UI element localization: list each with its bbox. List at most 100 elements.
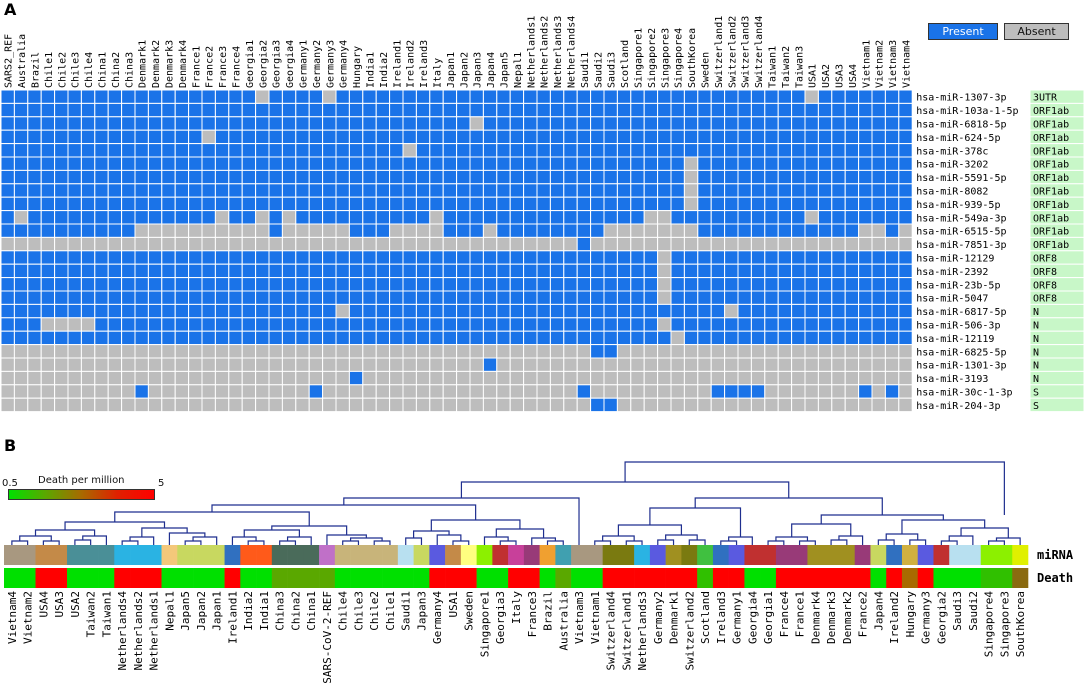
colorbar-title: Death per million — [38, 475, 125, 486]
heatmap-cell — [710, 102, 726, 118]
heatmap-cell — [214, 263, 230, 279]
dendrogram-branch — [413, 530, 450, 538]
heatmap-cell — [496, 277, 511, 292]
heatmap-cell — [764, 223, 779, 238]
mirna-label: hsa-miR-23b-5p — [916, 280, 1000, 291]
heatmap-cell — [804, 183, 819, 198]
heatmap-cell — [750, 357, 766, 372]
heatmap-cell — [429, 397, 444, 413]
heatmap-cell — [884, 290, 900, 305]
heatmap-cell — [348, 223, 364, 238]
heatmap-cell — [884, 277, 900, 292]
heatmap-cell — [429, 330, 444, 346]
heatmap-cell — [670, 102, 685, 118]
heatmap-cell — [858, 250, 873, 265]
heatmap-cell — [241, 156, 257, 171]
heatmap-cell — [710, 116, 726, 131]
heatmap-cell — [0, 370, 15, 386]
sample-label: Italy — [433, 58, 444, 88]
heatmap-cell — [241, 102, 257, 118]
heatmap-cell — [54, 156, 69, 171]
sample-label: USA1 — [808, 64, 819, 88]
heatmap-cell — [0, 196, 15, 212]
heatmap-cell — [389, 370, 404, 386]
dendrogram-branch — [483, 536, 509, 545]
mirna-label: hsa-miR-30c-1-3p — [916, 388, 1012, 399]
heatmap-cell — [107, 370, 123, 386]
heatmap-cell — [107, 116, 123, 131]
heatmap-cell — [590, 169, 605, 185]
dendrogram-branch — [495, 528, 545, 538]
heatmap-cell — [94, 143, 109, 158]
heatmap-cell — [402, 169, 417, 185]
heatmap-cell — [94, 344, 109, 359]
heatmap-cell — [308, 116, 324, 131]
heatmap-cell — [80, 357, 96, 372]
heatmap-cell — [255, 277, 270, 292]
mirna-cell — [240, 545, 257, 565]
heatmap-cell — [871, 102, 886, 118]
heatmap-cell — [764, 116, 779, 131]
heatmap-cell — [241, 210, 257, 225]
heatmap-cell — [549, 89, 565, 104]
heatmap-cell — [415, 277, 431, 292]
heatmap-cell — [415, 357, 431, 372]
leaf-label: USA1 — [447, 591, 460, 618]
heatmap-cell — [844, 210, 860, 225]
heatmap-cell — [670, 357, 685, 372]
heatmap-cell — [362, 397, 377, 413]
heatmap-cell — [348, 210, 364, 225]
death-cell — [114, 568, 131, 588]
heatmap-cell — [817, 169, 833, 185]
heatmap-cell — [54, 263, 69, 279]
sample-label: Singapore1 — [634, 28, 645, 88]
legend-present[interactable]: Present — [928, 23, 998, 40]
heatmap-cell — [670, 370, 685, 386]
heatmap-cell — [389, 397, 404, 413]
heatmap-cell — [482, 263, 498, 279]
heatmap-cell — [147, 290, 163, 305]
heatmap-cell — [496, 183, 511, 198]
legend-absent[interactable]: Absent — [1004, 23, 1069, 40]
heatmap-cell — [228, 102, 243, 118]
heatmap-cell — [817, 317, 833, 332]
mirna-cell — [712, 545, 729, 565]
heatmap-cell — [348, 277, 364, 292]
heatmap-cell — [228, 384, 243, 399]
heatmap-cell — [147, 330, 163, 346]
mirna-cell — [508, 545, 525, 565]
heatmap-cell — [898, 89, 913, 104]
heatmap-cell — [858, 317, 873, 332]
heatmap-cell — [27, 196, 42, 212]
heatmap-cell — [27, 303, 42, 319]
heatmap-cell — [710, 223, 726, 238]
death-cell — [697, 568, 714, 588]
heatmap-cell — [402, 102, 417, 118]
heatmap-cell — [214, 129, 230, 145]
heatmap-cell — [630, 129, 645, 145]
heatmap-cell — [643, 370, 659, 386]
heatmap-cell — [764, 303, 779, 319]
sample-label: France4 — [232, 46, 243, 88]
heatmap-cell — [791, 330, 806, 346]
heatmap-cell — [40, 330, 56, 346]
heatmap-cell — [67, 370, 82, 386]
heatmap-cell — [710, 143, 726, 158]
mirna-row-label: miRNA — [1037, 548, 1074, 562]
heatmap-cell — [683, 277, 699, 292]
heatmap-cell — [630, 303, 645, 319]
heatmap-cell — [804, 196, 819, 212]
heatmap-cell — [402, 397, 417, 413]
heatmap-cell — [362, 236, 377, 252]
heatmap-cell — [871, 89, 886, 104]
heatmap-cell — [80, 384, 96, 399]
heatmap-cell — [549, 143, 565, 158]
heatmap-cell — [791, 357, 806, 372]
heatmap-cell — [804, 156, 819, 171]
heatmap-cell — [509, 344, 525, 359]
heatmap-cell — [523, 370, 538, 386]
heatmap-cell — [523, 357, 538, 372]
heatmap-cell — [630, 384, 645, 399]
heatmap-cell — [429, 344, 444, 359]
heatmap-cell — [804, 143, 819, 158]
